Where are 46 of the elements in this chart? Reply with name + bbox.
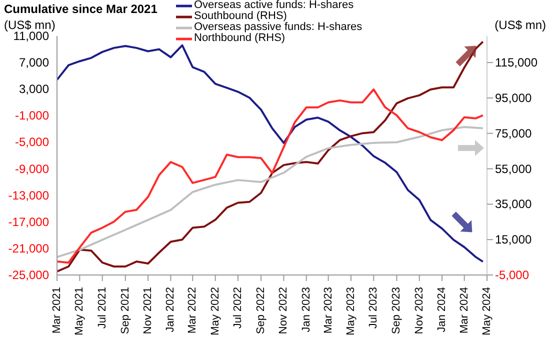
x-tick-label: Jul 2023 <box>368 287 380 329</box>
x-tick-label: May 2022 <box>209 287 222 336</box>
y-tick-label: -21,000 <box>8 241 50 256</box>
line-series <box>57 88 484 264</box>
x-tick-label: Jul 2021 <box>96 287 108 329</box>
y2-tick-label: 115,000 <box>495 56 538 70</box>
y2-tick-label: 55,000 <box>495 162 532 176</box>
chart-title: Cumulative since Mar 2021 <box>4 2 158 16</box>
legend-label: Overseas passive funds: H-shares <box>194 21 362 33</box>
y-tick-label: -5,000 <box>14 135 50 150</box>
x-tick-label: Mar 2022 <box>186 287 199 334</box>
x-tick-label: May 2023 <box>344 287 357 336</box>
x-tick-label: Jan 2024 <box>436 287 448 332</box>
y-tick-label: 11,000 <box>13 29 50 43</box>
y-tick-label: -9,000 <box>14 162 50 176</box>
x-tick-label: Jan 2022 <box>164 287 177 332</box>
x-tick-label: May 2021 <box>74 287 86 336</box>
y2-tick-label: 75,000 <box>495 126 532 140</box>
y2-tick-label: 95,000 <box>495 90 532 105</box>
y-tick-label: 7,000 <box>18 56 50 70</box>
x-tick-label: Nov 2023 <box>413 287 426 334</box>
x-tick-label: Jan 2023 <box>300 287 312 332</box>
y-axis-title: (US$ mn) <box>4 18 56 32</box>
y2-tick-label: 15,000 <box>495 232 532 247</box>
y-tick-label: -25,000 <box>8 268 50 282</box>
line-series <box>57 126 484 258</box>
y-tick-label: -17,000 <box>8 214 50 229</box>
x-tick-label: Jul 2022 <box>232 287 244 329</box>
legend-label: Overseas active funds: H-shares <box>194 0 354 11</box>
x-tick-label: Nov 2022 <box>278 287 290 334</box>
x-tick-label: Sep 2021 <box>119 287 132 334</box>
y2-tick-label: -5,000 <box>495 268 530 282</box>
y2-tick-label: 35,000 <box>495 197 532 212</box>
x-tick-label: Mar 2023 <box>322 287 334 334</box>
legend-label: Northbound (RHS) <box>194 32 286 44</box>
y2-axis-title: (US$ mn) <box>494 18 546 32</box>
y-tick-label: -13,000 <box>8 188 50 202</box>
x-tick-label: Sep 2023 <box>390 287 403 334</box>
legend-label: Southbound (RHS) <box>194 10 287 22</box>
x-tick-label: May 2024 <box>481 287 493 336</box>
y-tick-label: 3,000 <box>18 82 50 96</box>
y-tick-label: -1,000 <box>14 108 50 123</box>
x-tick-label: Nov 2021 <box>142 287 154 334</box>
x-tick-label: Mar 2021 <box>51 287 63 334</box>
x-tick-label: Sep 2022 <box>255 287 268 334</box>
x-tick-label: Mar 2024 <box>458 287 470 334</box>
